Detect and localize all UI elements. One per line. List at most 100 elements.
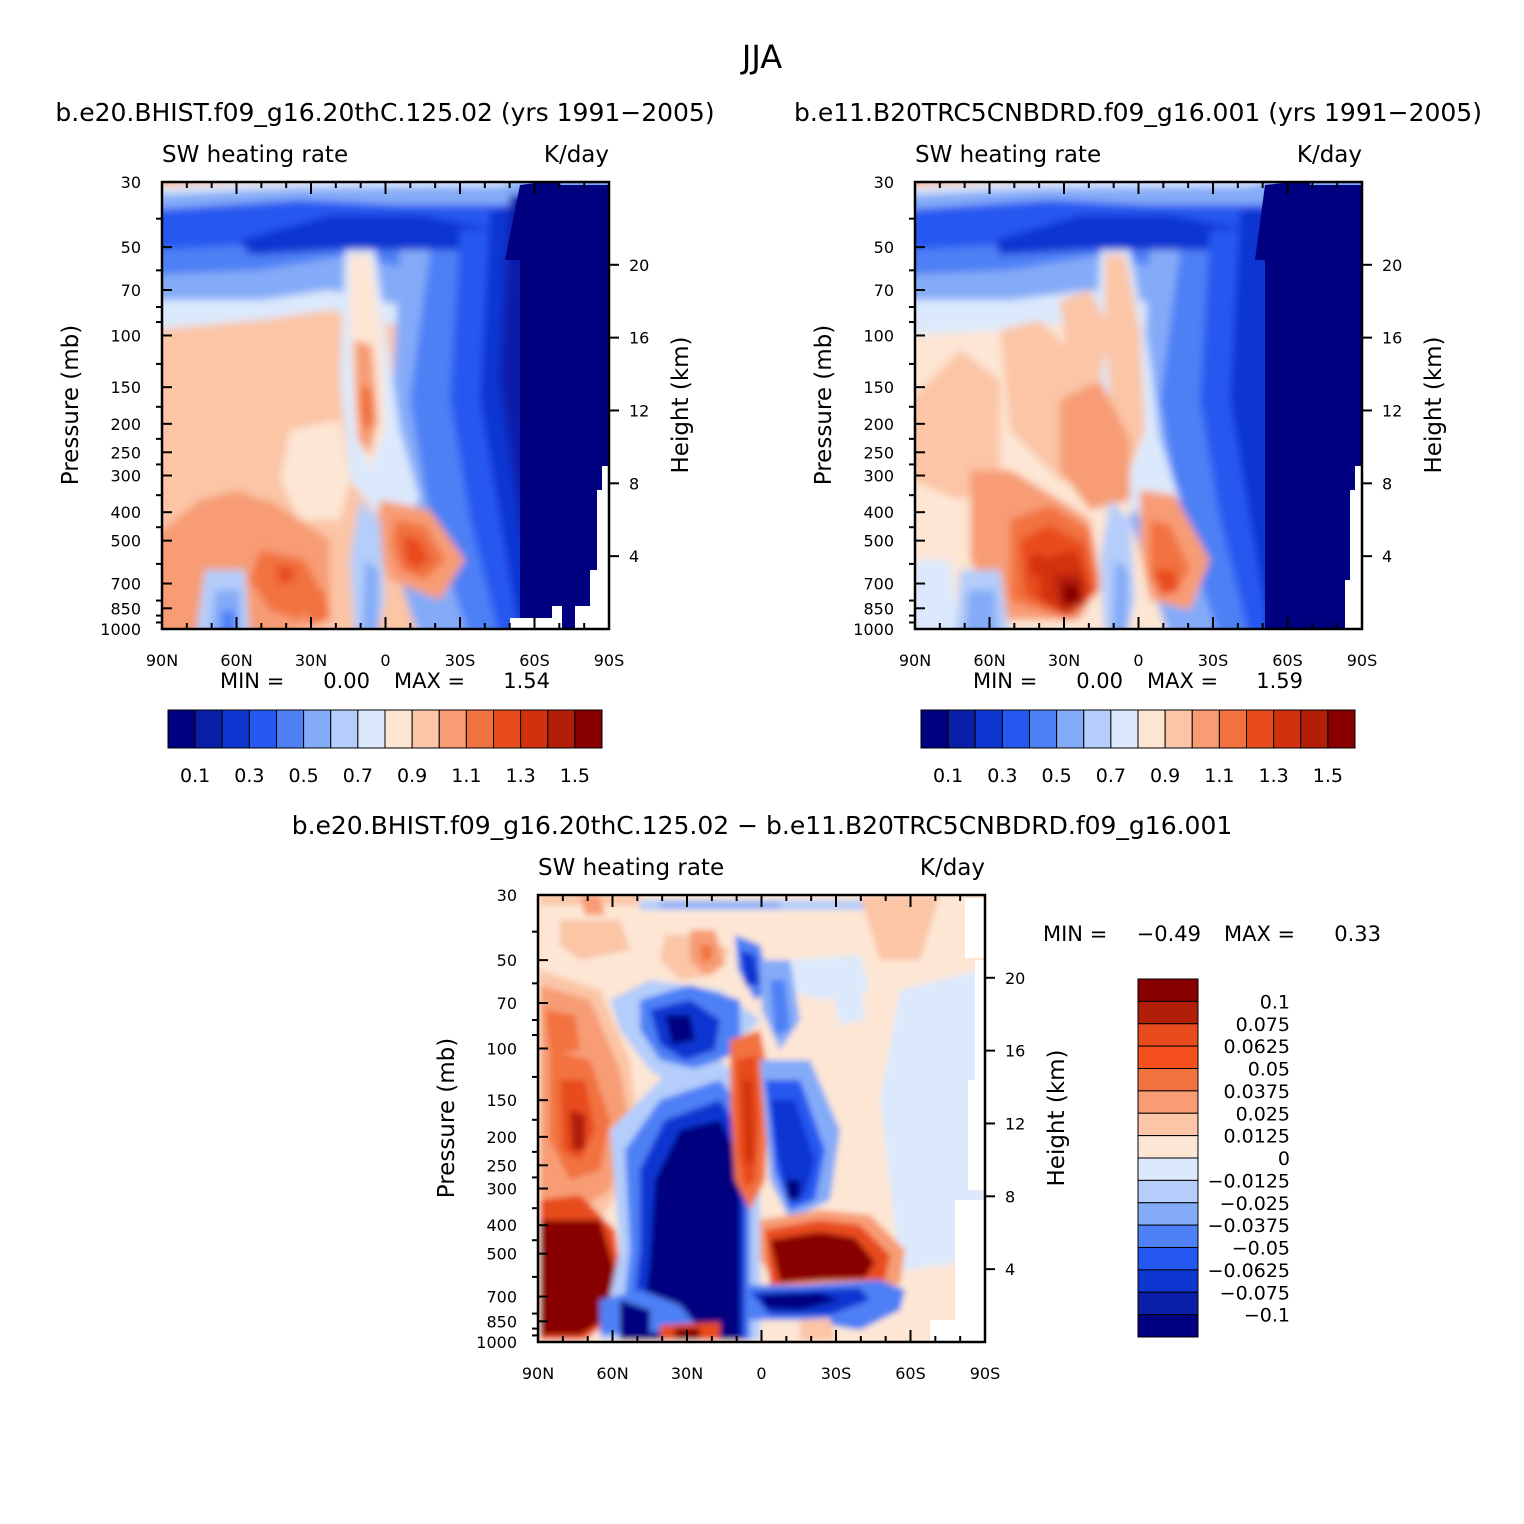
panel-diff-colorbar: 0.10.0750.06250.050.03750.0250.01250−0.0… (1137, 978, 1290, 1338)
y2-tick-label: 16 (1005, 1042, 1025, 1061)
colorbar-box (1218, 709, 1247, 749)
figure-title: JJA (740, 38, 782, 76)
x-tick-label: 0 (1133, 651, 1143, 670)
x-tick-label: 0 (756, 1364, 766, 1383)
colorbar-label: −0.025 (1220, 1193, 1290, 1215)
panel-diff-ylabel2: Height (km) (1044, 1049, 1070, 1186)
colorbar-label: 0.1 (933, 765, 963, 787)
y-tick-label: 500 (486, 1245, 517, 1264)
panel-left-units-label: K/day (544, 142, 609, 168)
colorbar-box (1300, 709, 1329, 749)
colorbar-box (1137, 1224, 1199, 1248)
panel-diff-min-value: −0.49 (1137, 922, 1201, 946)
y-tick-label: 250 (110, 443, 141, 462)
y-tick-label: 70 (874, 281, 894, 300)
y-tick-label: 700 (110, 575, 141, 594)
y-tick-label: 700 (863, 575, 894, 594)
panel-right-min-label: MIN = (973, 669, 1037, 693)
colorbar-box (1327, 709, 1356, 749)
colorbar-box (330, 709, 359, 749)
colorbar-label: 0 (1278, 1148, 1290, 1170)
y-tick-label: 150 (110, 378, 141, 397)
colorbar-label: 0.7 (343, 765, 373, 787)
colorbar-box (1137, 1291, 1199, 1316)
y-tick-label: 30 (874, 173, 894, 192)
y-tick-label: 400 (863, 503, 894, 522)
colorbar-label: 0.05 (1248, 1059, 1290, 1081)
y2-tick-label: 20 (1005, 969, 1025, 988)
x-tick-label: 90S (1347, 651, 1378, 670)
panel-diff: b.e20.BHIST.f09_g16.20thC.125.02 − b.e11… (292, 811, 1381, 1383)
colorbar-box (1137, 1247, 1199, 1271)
x-tick-label: 30S (821, 1364, 852, 1383)
panel-diff-title: b.e20.BHIST.f09_g16.20thC.125.02 − b.e11… (292, 811, 1233, 840)
y2-tick-label: 20 (1382, 256, 1402, 275)
y-tick-label: 700 (486, 1288, 517, 1307)
panel-left-title: b.e20.BHIST.f09_g16.20thC.125.02 (yrs 19… (55, 98, 714, 127)
panel-left-ylabel: Pressure (mb) (58, 325, 84, 485)
panel-right-colorbar: 0.1 0.3 0.5 0.7 0.9 1.1 1.3 1.5 (920, 709, 1356, 787)
y2-tick-label: 8 (629, 474, 639, 493)
y2-tick-label: 4 (629, 547, 639, 566)
colorbar-box (1164, 709, 1193, 749)
colorbar-box (920, 709, 949, 749)
colorbar-label: 0.025 (1236, 1103, 1290, 1125)
colorbar-box (1137, 1068, 1199, 1092)
panel-diff-min-label: MIN = (1043, 922, 1107, 946)
colorbar-box (357, 709, 386, 749)
x-tick-label: 30N (1048, 651, 1080, 670)
colorbar-box (1137, 1202, 1199, 1226)
y-tick-label: 250 (486, 1156, 517, 1175)
panel-diff-left-label: SW heating rate (538, 855, 724, 881)
colorbar-label: 0.3 (987, 765, 1017, 787)
y-tick-label: 150 (863, 378, 894, 397)
panel-left-min-label: MIN = (220, 669, 284, 693)
panel-right-ylabel2: Height (km) (1421, 336, 1447, 473)
colorbar-box (1137, 1157, 1199, 1181)
x-tick-label: 60N (973, 651, 1005, 670)
panel-right-max-label: MAX = (1147, 669, 1218, 693)
colorbar-box (547, 709, 576, 749)
colorbar-box (947, 709, 976, 749)
panel-diff-field (538, 895, 985, 1342)
y2-tick-label: 12 (629, 401, 649, 420)
colorbar-box (1137, 1314, 1199, 1338)
colorbar-box (276, 709, 305, 749)
y2-tick-label: 4 (1382, 547, 1392, 566)
y-tick-label: 850 (110, 599, 141, 618)
panel-left-left-label: SW heating rate (162, 142, 348, 168)
colorbar-label: −0.075 (1220, 1282, 1290, 1304)
y-tick-label: 100 (486, 1039, 517, 1058)
panel-right-max-value: 1.59 (1256, 669, 1303, 693)
colorbar-box (493, 709, 522, 749)
y-tick-label: 30 (121, 173, 141, 192)
y-tick-label: 250 (863, 443, 894, 462)
colorbar-box (1137, 1045, 1199, 1069)
colorbar-box (1137, 1112, 1199, 1137)
colorbar-box (1137, 1090, 1199, 1114)
y-tick-label: 1000 (853, 620, 894, 639)
colorbar-box (1137, 1023, 1199, 1047)
panel-diff-axes: 30 50 70 100 150 200 250 300 400 500 700 850 1000 20 1… (476, 886, 1025, 1383)
y-tick-label: 850 (863, 599, 894, 618)
y-tick-label: 500 (863, 532, 894, 551)
colorbar-label: 0.3 (234, 765, 264, 787)
y-tick-label: 100 (110, 326, 141, 345)
colorbar-label: 0.0625 (1224, 1036, 1290, 1058)
panel-left-min-value: 0.00 (323, 669, 370, 693)
y2-tick-label: 8 (1382, 474, 1392, 493)
colorbar-box (221, 709, 250, 749)
x-tick-label: 0 (380, 651, 390, 670)
y-tick-label: 300 (110, 467, 141, 486)
colorbar-label: 0.9 (1150, 765, 1180, 787)
colorbar-box (411, 709, 440, 749)
panel-right-field (915, 182, 1362, 629)
colorbar-box (384, 709, 413, 749)
y-tick-label: 850 (486, 1312, 517, 1331)
y-tick-label: 200 (110, 415, 141, 434)
colorbar-label: −0.0625 (1208, 1260, 1290, 1282)
colorbar-label: 1.1 (451, 765, 481, 787)
colorbar-label: 1.5 (1313, 765, 1343, 787)
colorbar-label: 0.0375 (1224, 1081, 1290, 1103)
colorbar-label: 0.075 (1236, 1014, 1290, 1036)
